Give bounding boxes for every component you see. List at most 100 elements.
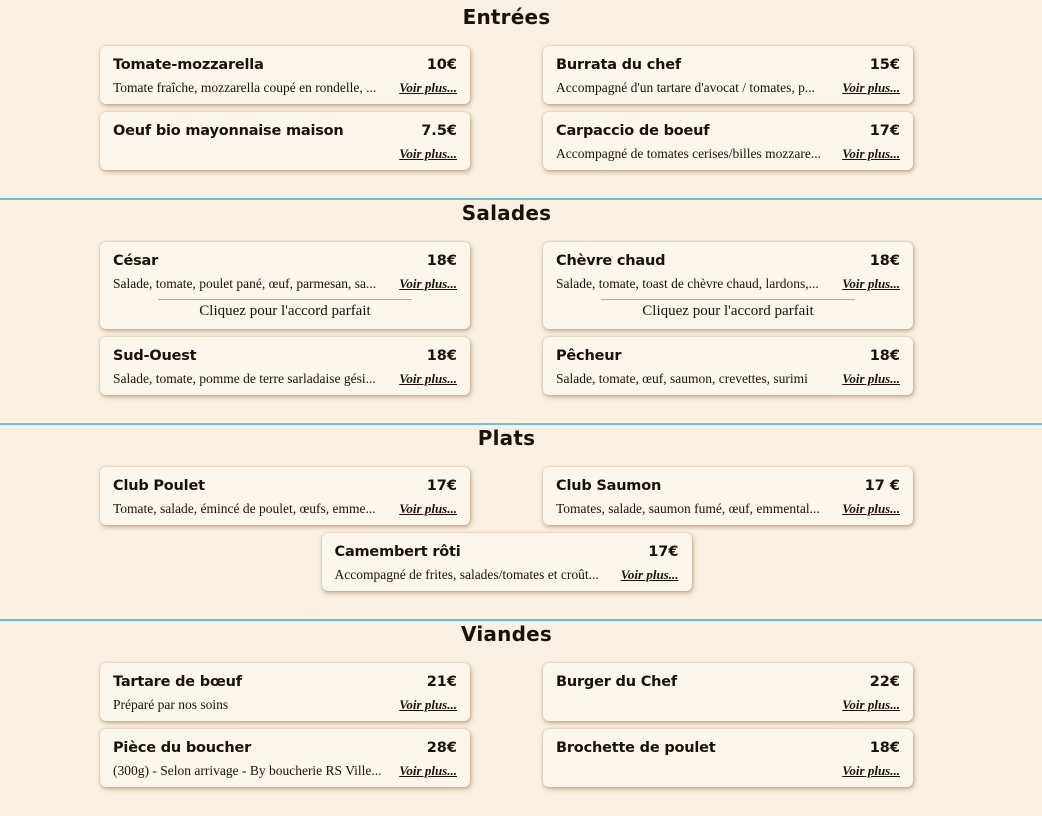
dish-subrow: Tomate fraîche, mozzarella coupé en rond… [113,79,457,96]
dish-subrow: Salade, tomate, poulet pané, œuf, parmes… [113,275,457,292]
menu-section: Viandes Tartare de bœuf 21€ Préparé par … [0,615,1042,811]
dish-header: Brochette de poulet 18€ [556,739,900,757]
dish-name: Burrata du chef [556,57,682,73]
dish-name: Sud-Ouest [113,348,197,364]
dish-subrow: Voir plus... [113,145,457,162]
accord-divider [600,299,856,300]
dish-price: 17€ [869,123,900,139]
dish-name: César [113,253,159,269]
menu-card: Oeuf bio mayonnaise maison 7.5€ Voir plu… [100,112,470,170]
dish-price: 7.5€ [421,123,457,139]
dish-name: Pièce du boucher [113,740,252,756]
section-divider [0,423,1042,425]
menu-card: Club Saumon 17 € Tomates, salade, saumon… [543,467,913,525]
dish-price: 22€ [869,674,900,690]
dish-header: Burger du Chef 22€ [556,673,900,691]
dish-header: Chèvre chaud 18€ [556,252,900,270]
dish-name: Tartare de bœuf [113,674,242,690]
dish-price: 15€ [869,57,900,73]
section-title: Plats [477,426,536,450]
dish-description: Tomate, salade, émincé de poulet, œufs, … [113,501,376,516]
dish-price: 10€ [426,57,457,73]
dish-subrow: Accompagné d'un tartare d'avocat / tomat… [556,79,900,96]
menu-card: Pêcheur 18€ Salade, tomate, œuf, saumon,… [543,337,913,395]
dish-name: Oeuf bio mayonnaise maison [113,123,344,139]
menu-card: Club Poulet 17€ Tomate, salade, émincé d… [100,467,470,525]
dish-description: Salade, tomate, œuf, saumon, crevettes, … [556,371,808,386]
voir-plus-link[interactable]: Voir plus... [620,567,679,582]
dish-price: 18€ [869,740,900,756]
menu-card: Pièce du boucher 28€ (300g) - Selon arri… [100,729,470,787]
dish-price: 17€ [426,478,457,494]
dish-name: Camembert rôti [334,544,461,560]
dish-header: Pêcheur 18€ [556,347,900,365]
voir-plus-link[interactable]: Voir plus... [399,697,457,712]
section-grid: Club Poulet 17€ Tomate, salade, émincé d… [100,467,913,591]
voir-plus-link[interactable]: Voir plus... [842,763,900,778]
voir-plus-link[interactable]: Voir plus... [399,371,457,386]
dish-header: Oeuf bio mayonnaise maison 7.5€ [113,122,457,140]
dish-description: Salade, tomate, pomme de terre sarladais… [113,371,376,386]
section-divider [0,198,1042,200]
voir-plus-link[interactable]: Voir plus... [399,146,457,161]
dish-price: 17 € [864,478,900,494]
dish-header: Club Saumon 17 € [556,477,900,495]
dish-subrow: Voir plus... [556,696,900,713]
menu-card: César 18€ Salade, tomate, poulet pané, œ… [100,242,470,329]
accord-parfait-link[interactable]: Cliquez pour l'accord parfait [113,299,457,321]
dish-name: Burger du Chef [556,674,677,690]
dish-description: Accompagné de tomates cerises/billes moz… [556,146,822,161]
dish-price: 17€ [648,544,679,560]
voir-plus-link[interactable]: Voir plus... [842,276,900,291]
dish-subrow: Salade, tomate, œuf, saumon, crevettes, … [556,370,900,387]
voir-plus-link[interactable]: Voir plus... [842,501,900,516]
dish-price: 18€ [869,348,900,364]
menu-section: Salades César 18€ Salade, tomate, poulet… [0,194,1042,419]
accord-parfait-link[interactable]: Cliquez pour l'accord parfait [556,299,900,321]
accord-label: Cliquez pour l'accord parfait [642,303,814,319]
voir-plus-link[interactable]: Voir plus... [399,80,457,95]
menu-card: Chèvre chaud 18€ Salade, tomate, toast d… [543,242,913,329]
dish-header: Tartare de bœuf 21€ [113,673,457,691]
dish-header: Pièce du boucher 28€ [113,739,457,757]
dish-description: Salade, tomate, poulet pané, œuf, parmes… [113,276,377,291]
dish-name: Carpaccio de boeuf [556,123,710,139]
dish-subrow: (300g) - Selon arrivage - By boucherie R… [113,762,457,779]
dish-description: Accompagné d'un tartare d'avocat / tomat… [556,80,816,95]
dish-subrow: Voir plus... [556,762,900,779]
menu-card: Burrata du chef 15€ Accompagné d'un tart… [543,46,913,104]
dish-description: Préparé par nos soins [113,697,229,712]
voir-plus-link[interactable]: Voir plus... [399,501,457,516]
voir-plus-link[interactable]: Voir plus... [842,80,900,95]
dish-header: Sud-Ouest 18€ [113,347,457,365]
dish-name: Club Poulet [113,478,205,494]
menu-section: Plats Club Poulet 17€ Tomate, salade, ém… [0,419,1042,615]
menu-card: Burger du Chef 22€ Voir plus... [543,663,913,721]
dish-header: César 18€ [113,252,457,270]
voir-plus-link[interactable]: Voir plus... [842,146,900,161]
voir-plus-link[interactable]: Voir plus... [399,763,457,778]
dish-name: Pêcheur [556,348,622,364]
voir-plus-link[interactable]: Voir plus... [399,276,457,291]
voir-plus-link[interactable]: Voir plus... [842,371,900,386]
dish-description: Salade, tomate, toast de chèvre chaud, l… [556,276,819,291]
menu-card: Camembert rôti 17€ Accompagné de frites,… [321,533,692,591]
menu-card: Carpaccio de boeuf 17€ Accompagné de tom… [543,112,913,170]
dish-description: Tomate fraîche, mozzarella coupé en rond… [113,80,377,95]
dish-subrow: Salade, tomate, toast de chèvre chaud, l… [556,275,900,292]
section-title: Entrées [462,5,551,29]
menu-card: Tartare de bœuf 21€ Préparé par nos soin… [100,663,470,721]
section-grid: César 18€ Salade, tomate, poulet pané, œ… [100,242,913,395]
dish-subrow: Tomate, salade, émincé de poulet, œufs, … [113,500,457,517]
dish-price: 18€ [869,253,900,269]
menu-section: Entrées Tomate-mozzarella 10€ Tomate fra… [0,0,1042,194]
dish-price: 18€ [426,253,457,269]
dish-description: (300g) - Selon arrivage - By boucherie R… [113,763,382,778]
dish-name: Chèvre chaud [556,253,666,269]
voir-plus-link[interactable]: Voir plus... [842,697,900,712]
dish-price: 18€ [426,348,457,364]
dish-name: Brochette de poulet [556,740,716,756]
dish-name: Club Saumon [556,478,662,494]
dish-header: Club Poulet 17€ [113,477,457,495]
dish-subrow: Salade, tomate, pomme de terre sarladais… [113,370,457,387]
